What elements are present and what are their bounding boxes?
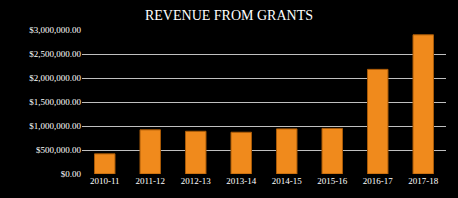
svg-text:$2,000,000.00: $2,000,000.00 (29, 73, 81, 83)
svg-text:2015-16: 2015-16 (317, 176, 347, 186)
svg-text:2016-17: 2016-17 (363, 176, 393, 186)
svg-text:REVENUE FROM GRANTS: REVENUE FROM GRANTS (145, 8, 313, 23)
svg-text:2011-12: 2011-12 (135, 176, 165, 186)
svg-text:2010-11: 2010-11 (90, 176, 120, 186)
svg-text:$1,000,000.00: $1,000,000.00 (29, 121, 81, 131)
svg-text:$2,500,000.00: $2,500,000.00 (29, 49, 81, 59)
svg-text:$0.00: $0.00 (61, 169, 82, 179)
svg-text:2012-13: 2012-13 (181, 176, 211, 186)
svg-text:2014-15: 2014-15 (272, 176, 302, 186)
svg-text:$500,000.00: $500,000.00 (36, 145, 82, 155)
svg-text:$1,500,000.00: $1,500,000.00 (29, 97, 81, 107)
svg-text:2013-14: 2013-14 (226, 176, 256, 186)
svg-text:$3,000,000.00: $3,000,000.00 (29, 25, 81, 35)
svg-text:2017-18: 2017-18 (408, 176, 438, 186)
